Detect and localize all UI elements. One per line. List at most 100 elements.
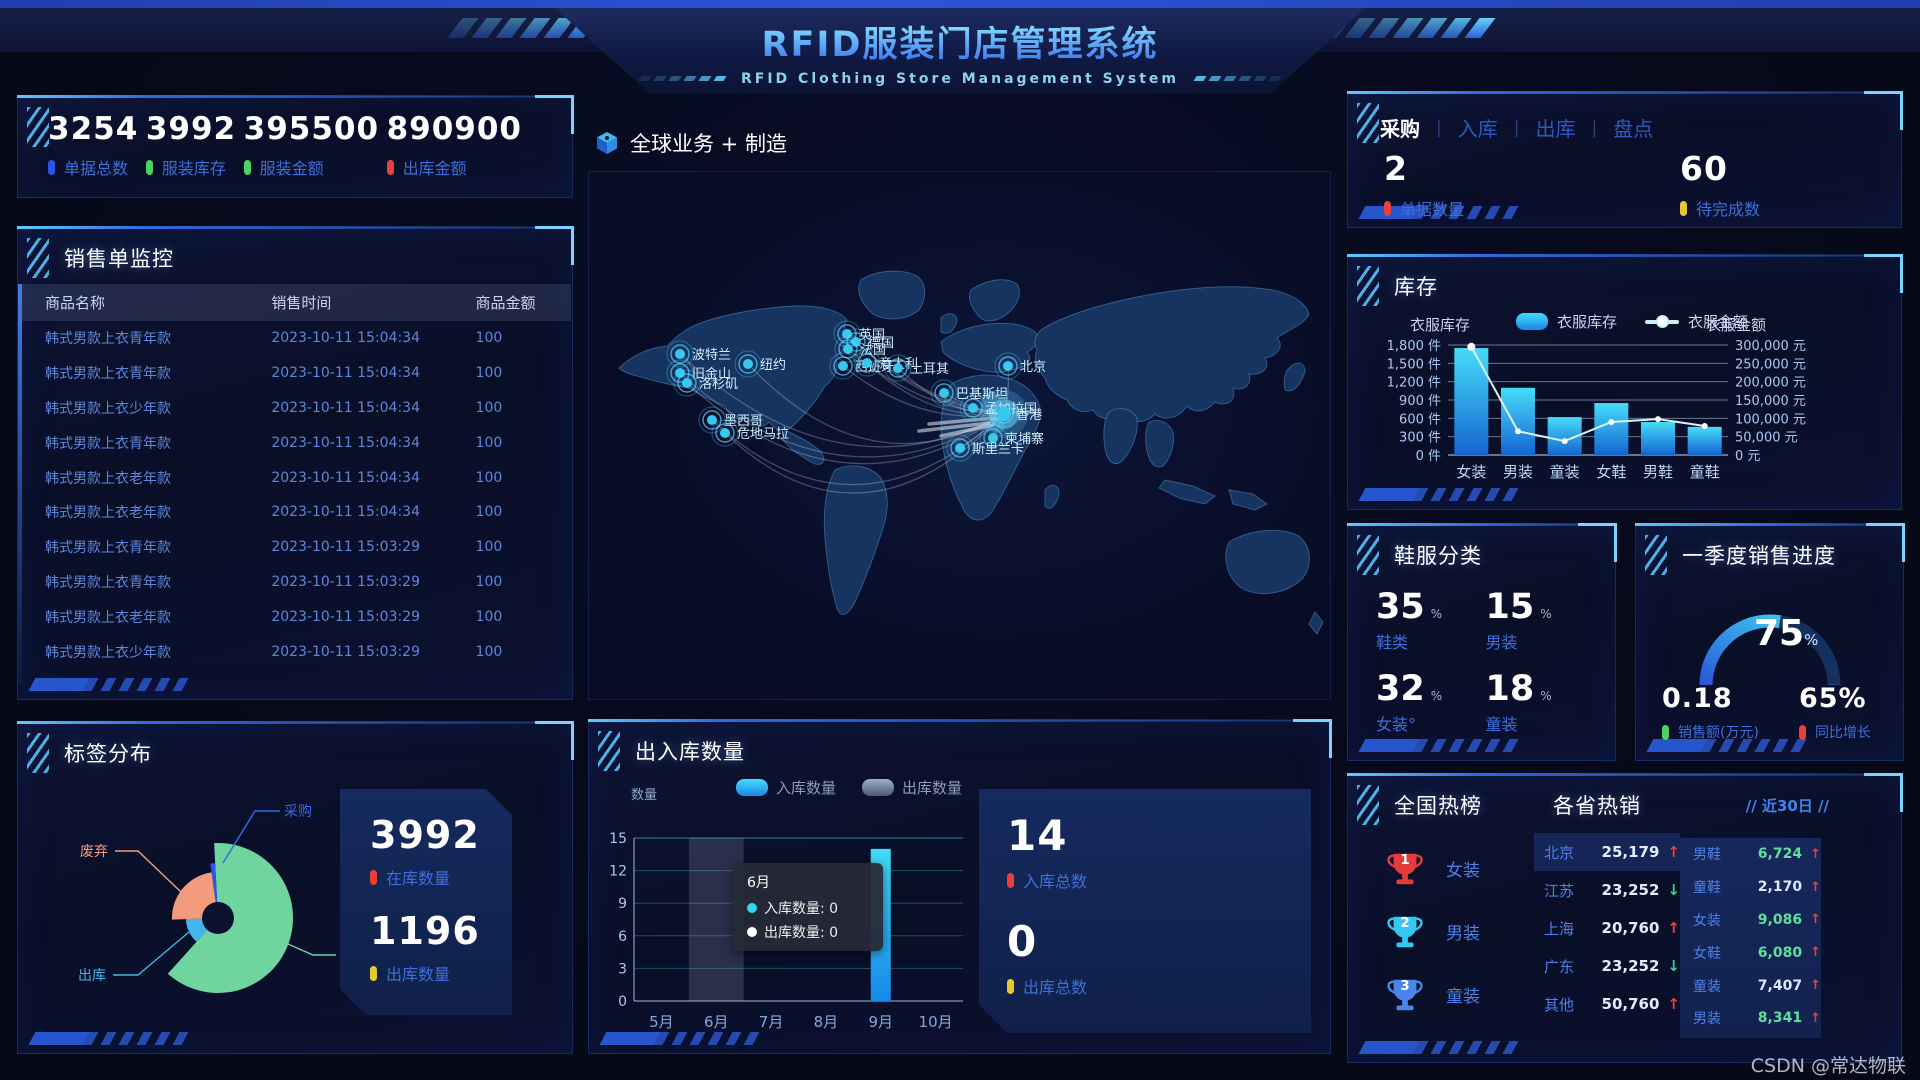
category-item: 15% 男装: [1486, 587, 1596, 655]
tooltip-dot-icon: [747, 927, 757, 937]
panel-title: 库存: [1394, 275, 1438, 299]
rank-item: 1 女装: [1384, 837, 1534, 900]
svg-text:300,000 元: 300,000 元: [1735, 339, 1806, 354]
table-row: 韩式男款上衣青年款 2023-10-11 15:03:29 100: [19, 530, 571, 565]
pie-label: 废弃: [80, 844, 108, 860]
tab-separator: |: [1436, 117, 1442, 138]
stat-dot-icon: [48, 159, 55, 175]
province-list: 北京 25,179 ↑ 江苏 23,252 ↓ 上海 20,760 ↑ 广东 23,252 ↓ 其他 50…: [1534, 833, 1680, 1023]
hatch-deco-icon: [1357, 785, 1379, 825]
trophy-icon: 2: [1387, 916, 1423, 947]
sales-table-body: 韩式男款上衣青年款 2023-10-11 15:04:34 100 韩式男款上衣青年款…: [19, 321, 571, 669]
svg-text:香港: 香港: [1016, 408, 1042, 423]
svg-text:女装: 女装: [1456, 463, 1486, 481]
watermark: CSDN @常达物联: [1750, 1055, 1906, 1077]
stat-value: 65%: [1798, 683, 1867, 714]
svg-text:柬埔寨: 柬埔寨: [1005, 431, 1044, 447]
svg-text:5月: 5月: [649, 1013, 674, 1031]
tab-入库[interactable]: 入库: [1457, 117, 1498, 141]
continents: [618, 270, 1324, 635]
svg-text:150,000 元: 150,000 元: [1735, 394, 1806, 409]
bar-童鞋: [1687, 426, 1722, 455]
stat-value: 3254: [48, 111, 139, 147]
table-cell: 100: [475, 399, 503, 416]
table-cell: 2023-10-11 15:03:29: [271, 573, 421, 590]
svg-text:9: 9: [618, 896, 627, 912]
column-header: 商品金额: [475, 294, 536, 312]
svg-text:200,000 元: 200,000 元: [1735, 376, 1806, 391]
province-row: 上海 20,760 ↑: [1544, 919, 1680, 938]
left-glow-strip: [18, 284, 22, 683]
stat-item: 890900 出库金额: [386, 111, 522, 179]
hatch-deco-icon: [27, 107, 49, 147]
table-cell: 韩式男款上衣青年款: [45, 435, 171, 452]
arrow-up-icon: ↑: [1810, 945, 1821, 961]
tooltip-dot-icon: [747, 903, 757, 913]
stat-label: 同比增长: [1798, 722, 1871, 742]
svg-text:童鞋: 童鞋: [1690, 463, 1720, 481]
legend-item[interactable]: 衣服金额: [1645, 311, 1748, 332]
hatch-deco-icon: [1357, 535, 1379, 575]
svg-text:250,000 元: 250,000 元: [1735, 357, 1806, 372]
legend-item[interactable]: 出库数量: [862, 777, 962, 798]
stat-item: 0 出库总数: [1007, 917, 1087, 998]
bar-女装: [1454, 348, 1489, 455]
map-city-土耳其: 土耳其: [884, 354, 949, 382]
table-row: 韩式男款上衣少年款 2023-10-11 15:03:29 100: [19, 634, 571, 669]
stat-item: 2 单据数量: [1384, 149, 1464, 220]
stat-item: 1196 出库数量: [370, 909, 480, 985]
svg-text:旧金山: 旧金山: [692, 366, 731, 382]
map-city-斯里兰卡: 斯里兰卡: [946, 434, 1024, 462]
category-item: 35% 鞋类: [1376, 587, 1486, 655]
map-city-柬埔寨: 柬埔寨: [979, 424, 1044, 452]
arrow-up-icon: ↑: [1810, 846, 1821, 862]
arrow-up-icon: ↑: [1810, 978, 1821, 994]
stat-value: 890900: [386, 111, 522, 147]
stat-label: 出库数量: [370, 961, 480, 985]
svg-text:0 件: 0 件: [1416, 449, 1441, 464]
table-cell: 100: [475, 434, 503, 451]
category-sales-row: 童鞋 2,170 ↑: [1693, 879, 1821, 897]
stat-label: 待完成数: [1680, 196, 1760, 220]
table-row: 韩式男款上衣少年款 2023-10-11 15:04:34 100: [19, 391, 571, 426]
svg-text:1,200 件: 1,200 件: [1387, 376, 1441, 391]
category-sales-list: 男鞋 6,724 ↑ 童鞋 2,170 ↑ 女装 9,086 ↑ 女鞋 6,080 ↑ 童装 7,407 ↑…: [1680, 838, 1821, 1038]
table-cell: 2023-10-11 15:04:34: [271, 330, 421, 347]
map-city-旧金山: 旧金山: [666, 359, 731, 387]
svg-text:7月: 7月: [759, 1013, 784, 1031]
world-map-canvas: 波特兰纽约旧金山洛杉矶墨西哥危地马拉英国德国法国西班牙意大利土耳其北京巴基斯坦孟…: [618, 270, 1324, 635]
flight-arcs: [679, 333, 1010, 494]
tab-盘点[interactable]: 盘点: [1613, 117, 1654, 141]
svg-text:1: 1: [1400, 853, 1409, 868]
stat-value: 3992: [145, 111, 237, 147]
table-row: 韩式男款上衣老年款 2023-10-11 15:03:29 100: [19, 599, 571, 634]
stat-value: 395500: [243, 111, 380, 147]
province-row: 其他 50,760 ↑: [1544, 995, 1680, 1014]
legend-item[interactable]: 入库数量: [736, 777, 836, 798]
panel-title: 出入库数量: [635, 740, 745, 764]
svg-text:危地马拉: 危地马拉: [737, 427, 789, 442]
inout-stats-card: 14 入库总数 0 出库总数: [979, 789, 1311, 1033]
table-row: 韩式男款上衣青年款 2023-10-11 15:04:34 100: [19, 425, 571, 460]
tab-采购[interactable]: 采购: [1380, 117, 1420, 141]
stat-label: 单据数量: [1384, 196, 1464, 220]
map-city-波特兰: 波特兰: [666, 340, 731, 368]
rank-item: 2 男装: [1384, 900, 1534, 963]
category-label: 男装: [1485, 633, 1518, 652]
stat-label: 入库总数: [1007, 868, 1087, 892]
arrow-up-icon: ↑: [1810, 1010, 1821, 1026]
stat-dot-icon: [1680, 200, 1687, 216]
header-wing-right: [1260, 8, 1920, 52]
trophy-icon: 1: [1387, 853, 1423, 884]
table-cell: 2023-10-11 15:04:34: [271, 399, 421, 416]
table-cell: 100: [475, 365, 503, 382]
table-cell: 韩式男款上衣青年款: [45, 331, 171, 348]
legend-item[interactable]: 衣服库存: [1516, 311, 1617, 332]
tooltip-row: 出库数量: 0: [747, 922, 869, 942]
stat-label: 销售额(万元): [1662, 722, 1759, 742]
category-sales-row: 童装 7,407 ↑: [1693, 977, 1821, 995]
axis-caption-left: 衣服库存: [1410, 316, 1471, 334]
top-stats-list: 3254 单据总数 3992 服装库存 395500 服装金额 890900 出库金额: [48, 111, 562, 179]
stat-label: 在库数量: [370, 865, 480, 889]
tab-出库[interactable]: 出库: [1535, 117, 1576, 141]
